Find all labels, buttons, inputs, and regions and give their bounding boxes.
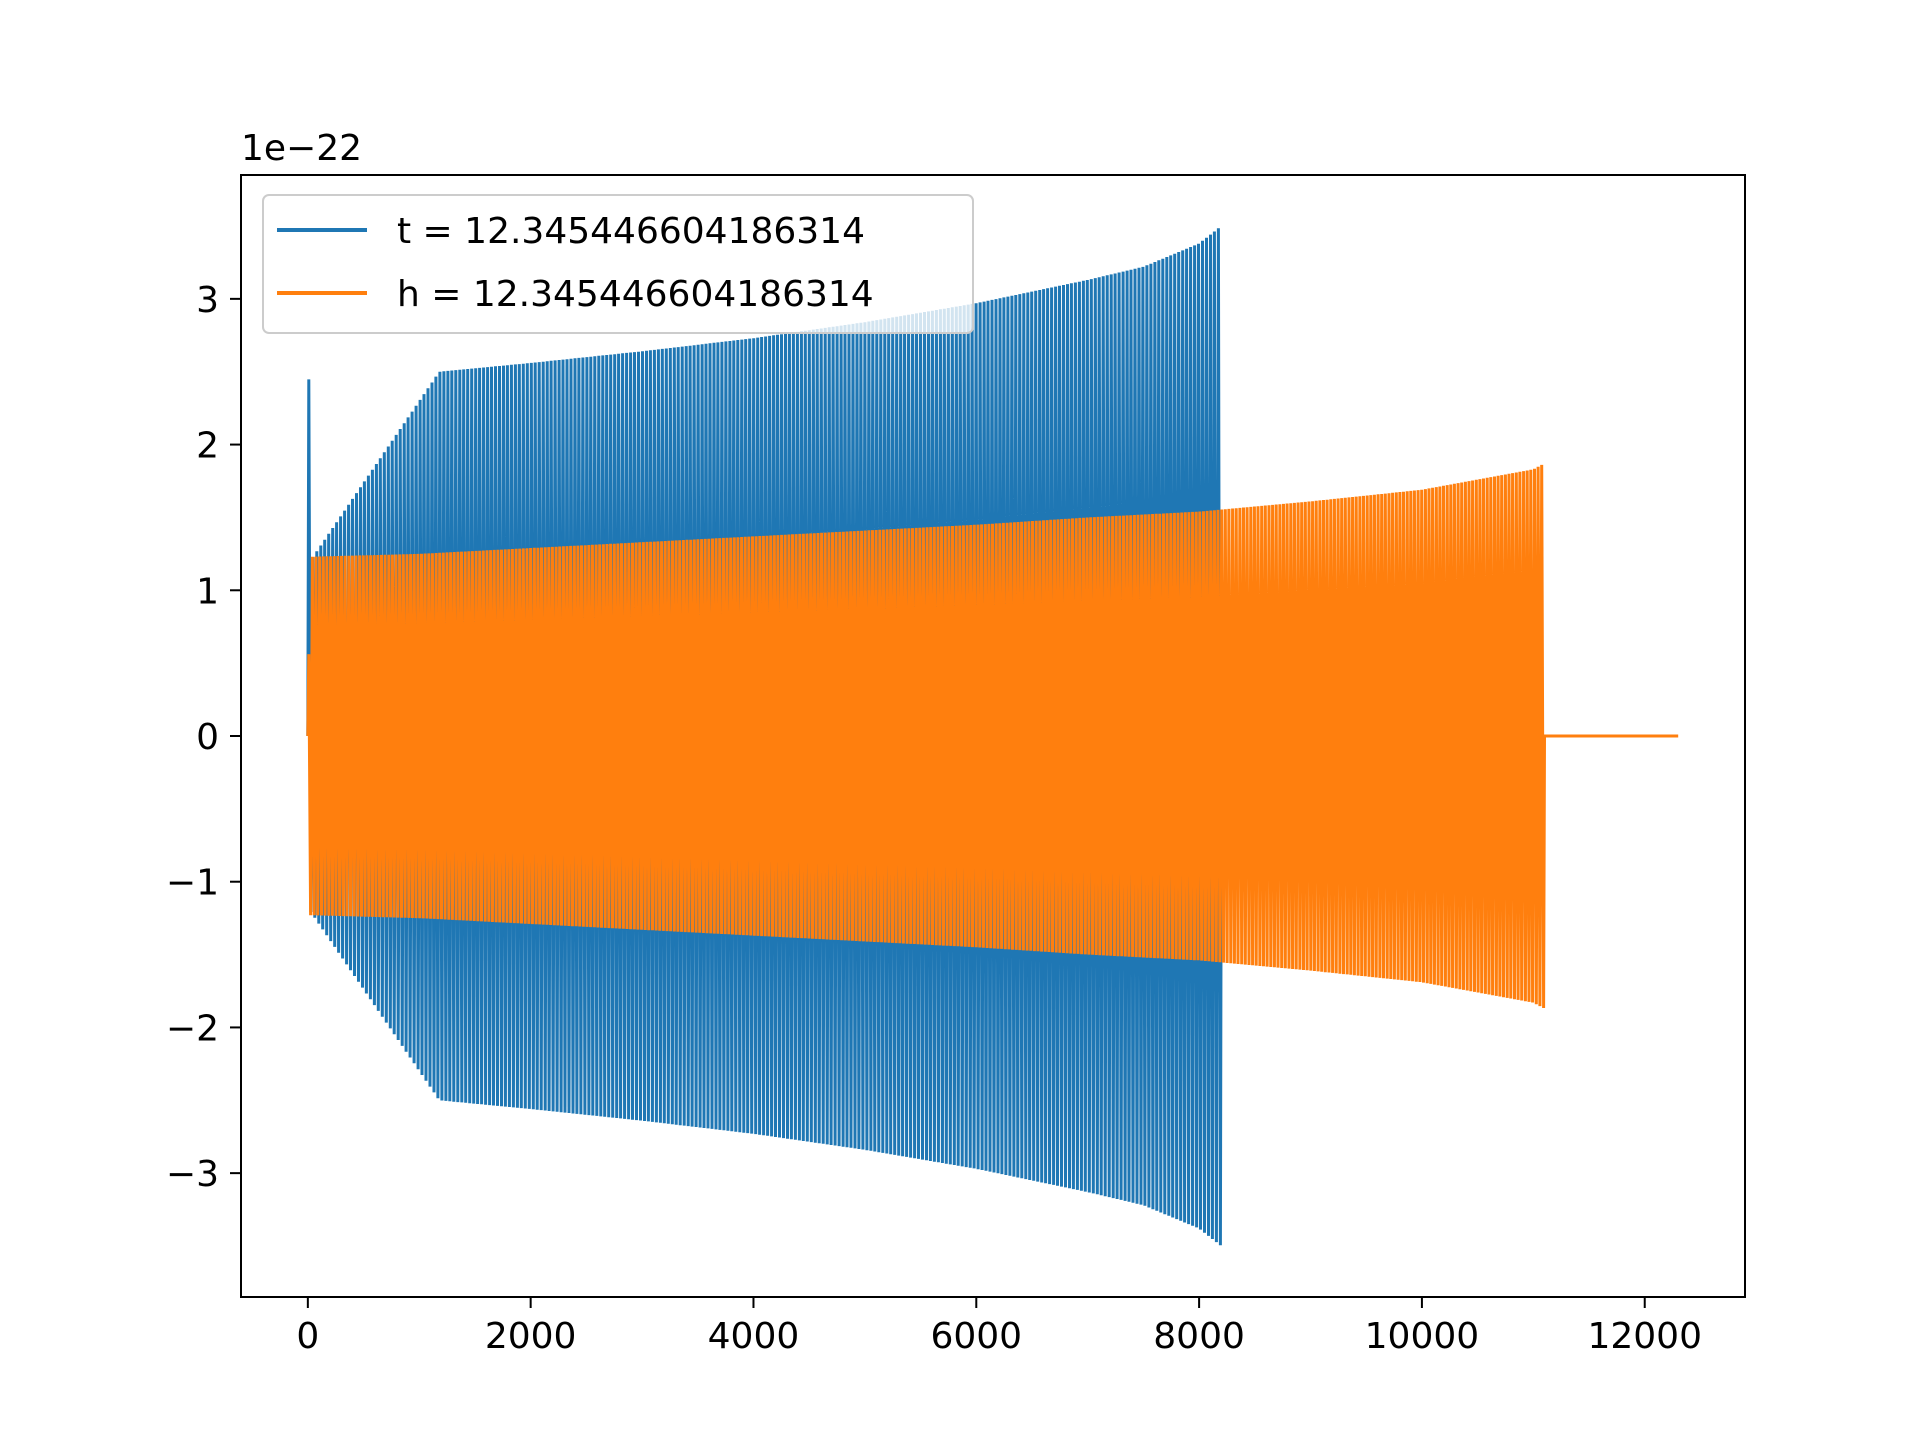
y-tick-label: 2	[196, 426, 219, 467]
y-tick-label: 1	[196, 571, 219, 612]
y-tick-label: −1	[166, 863, 219, 904]
y-tick-label: 3	[196, 280, 219, 321]
y-axis: 3 2 1 0 −1 −2 −3	[166, 280, 241, 1195]
x-tick-label: 10000	[1365, 1316, 1480, 1357]
x-tick-label: 2000	[485, 1316, 577, 1357]
legend: t = 12.345446604186314 h = 12.34544660418…	[262, 194, 974, 334]
x-tick-label: 6000	[930, 1316, 1022, 1357]
x-tick-label: 12000	[1587, 1316, 1702, 1357]
legend-box	[262, 194, 974, 334]
x-tick-label: 4000	[708, 1316, 800, 1357]
y-tick-label: −3	[166, 1154, 219, 1195]
y-tick-label: −2	[166, 1008, 219, 1049]
legend-label-1: t = 12.345446604186314	[397, 211, 865, 252]
x-tick-label: 8000	[1153, 1316, 1245, 1357]
y-offset-label: 1e−22	[241, 128, 362, 169]
legend-label-2: h = 12.345446604186314	[397, 274, 874, 315]
y-tick-label: 0	[196, 717, 219, 758]
x-tick-label: 0	[296, 1316, 319, 1357]
x-axis: 0 2000 4000 6000 8000 10000 12000	[296, 1297, 1702, 1357]
series-layer	[306, 228, 1679, 1246]
series-line-2	[306, 464, 1679, 1009]
